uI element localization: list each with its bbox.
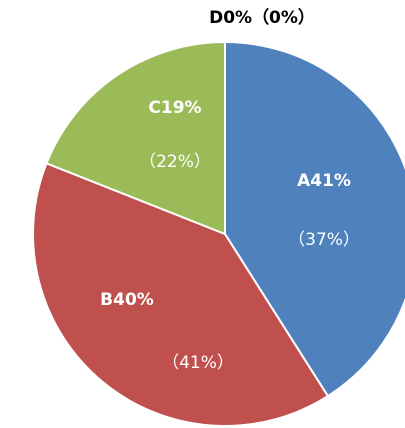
category-name: D	[209, 8, 223, 28]
pie-slice	[32, 162, 330, 427]
sub-label: （37%）	[288, 230, 360, 250]
value-label: 41%	[310, 171, 351, 191]
value-label: 0%	[223, 8, 252, 28]
slice-label: D0%（0%）	[209, 7, 315, 28]
slice-label: C19%	[148, 98, 201, 118]
pie-slice	[45, 40, 226, 236]
slice-label: A41%	[297, 171, 351, 191]
slice-label: B40%	[100, 290, 154, 310]
sub-label: （41%）	[162, 353, 234, 373]
sub-label: （0%）	[252, 7, 315, 28]
category-name: A	[297, 171, 311, 191]
category-name: B	[100, 290, 113, 310]
pie-slice	[224, 40, 405, 398]
sub-label: （22%）	[139, 152, 211, 172]
value-label: 40%	[113, 290, 154, 310]
value-label: 19%	[161, 98, 202, 118]
category-name: C	[148, 98, 160, 118]
